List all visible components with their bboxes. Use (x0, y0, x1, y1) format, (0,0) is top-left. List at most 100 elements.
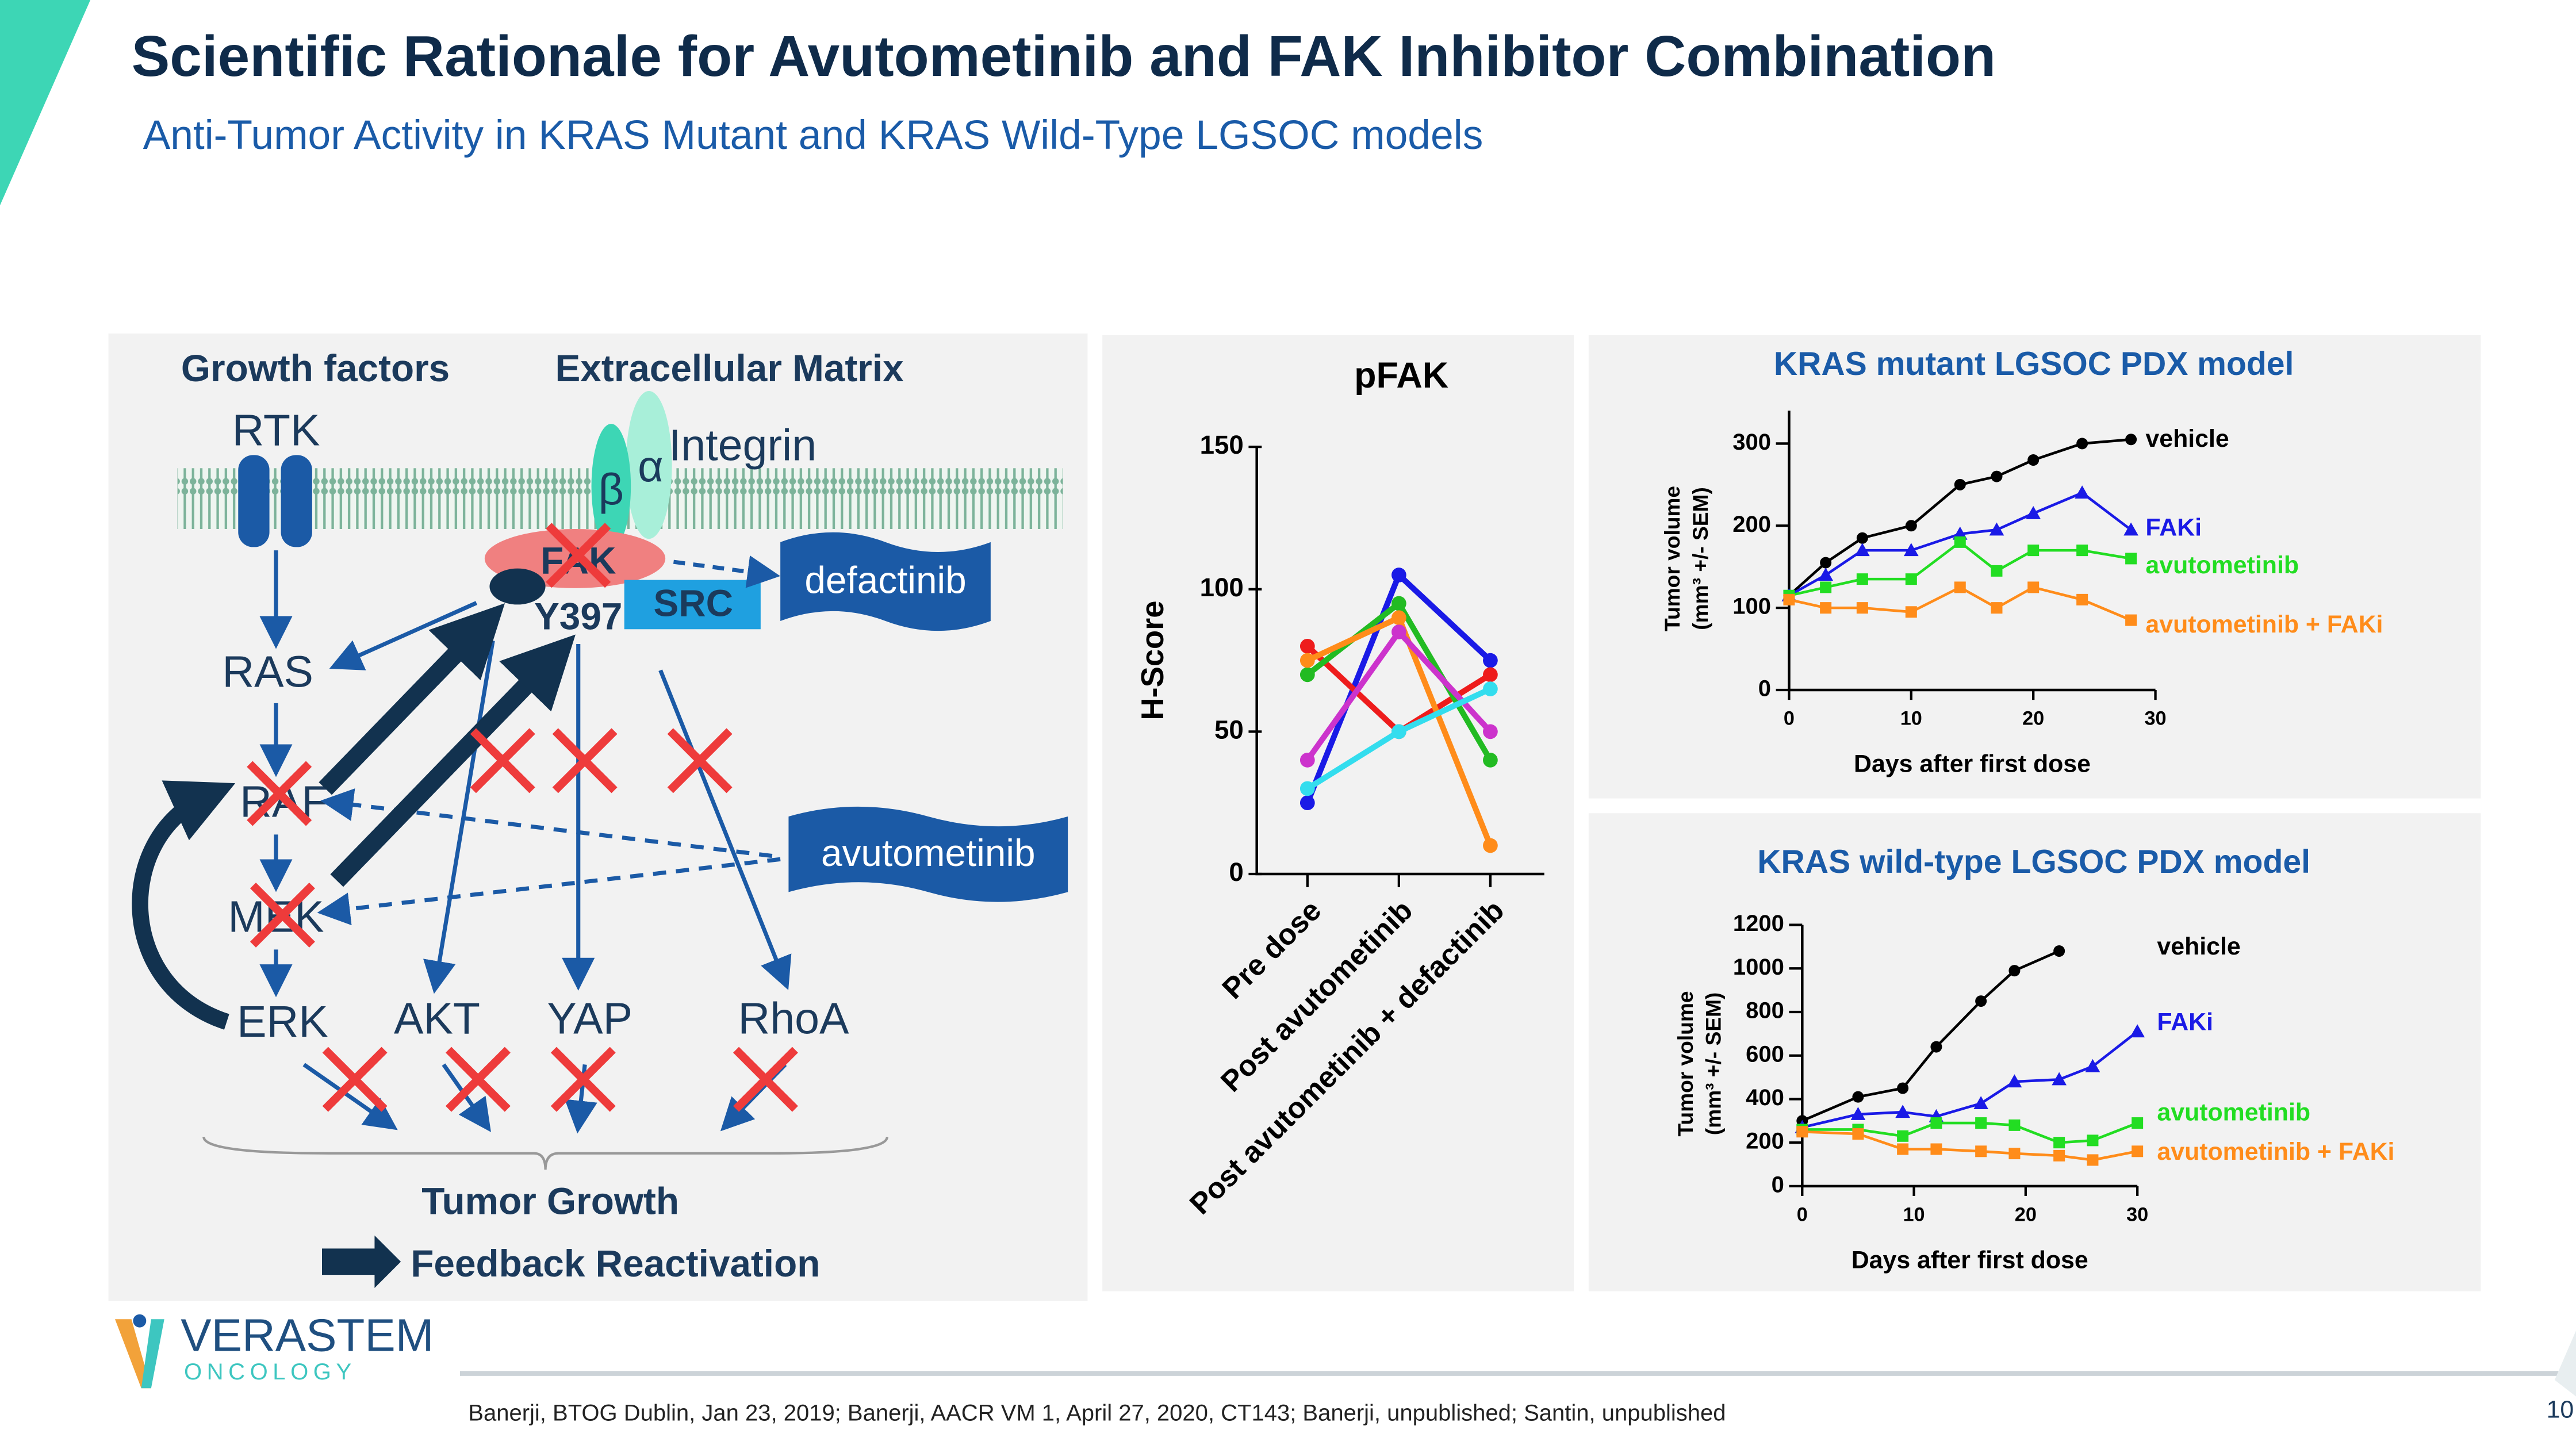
point (2085, 1059, 2100, 1072)
point (2027, 454, 2040, 466)
point (1991, 470, 2003, 482)
label: α (638, 442, 664, 492)
point (1852, 1091, 1864, 1103)
integrin-beta (591, 424, 631, 549)
point (1300, 795, 1315, 811)
point (1973, 1096, 1989, 1110)
point (1483, 724, 1498, 739)
y-tick-label: 150 (1200, 430, 1244, 459)
y-tick-label: 200 (1732, 512, 1771, 537)
point (2008, 1148, 2021, 1160)
point (1954, 581, 1966, 593)
shape (317, 857, 781, 926)
y-tick-label: 400 (1746, 1085, 1784, 1110)
point (1300, 653, 1315, 668)
corner-accent (2554, 1331, 2576, 1397)
logo-sub: ONCOLOGY (184, 1359, 356, 1385)
point (2008, 965, 2021, 977)
series-label: FAKi (2145, 513, 2202, 541)
point (1820, 602, 1832, 614)
label: defactinib (804, 559, 966, 601)
y-tick-label: 800 (1746, 998, 1784, 1023)
shape (141, 1319, 164, 1389)
x-axis-label: Days after first dose (1851, 1247, 2088, 1274)
point (2053, 1137, 2065, 1149)
point (1796, 1126, 1808, 1138)
shape (658, 669, 792, 990)
shape (673, 555, 781, 588)
point (1903, 543, 1919, 557)
point (1905, 606, 1917, 618)
point (2087, 1134, 2099, 1147)
x-tick-label: 0 (1784, 707, 1795, 729)
y-tick-label: 50 (1214, 715, 1244, 744)
label: RhoA (738, 994, 849, 1044)
shape (133, 1314, 147, 1328)
src (624, 580, 761, 630)
point (1975, 1145, 1987, 1157)
point (1300, 781, 1315, 796)
y-axis-label: (mm³ +/- SEM) (1701, 992, 1726, 1136)
point (1930, 1117, 1942, 1129)
arrows (132, 550, 888, 1170)
point (1897, 1130, 1909, 1142)
label: Y397 (534, 596, 622, 638)
logo: VERASTEM ONCOLOGY (115, 1310, 434, 1389)
x-tick-label: 10 (1903, 1203, 1925, 1225)
point (1300, 667, 1315, 683)
point (1905, 520, 1917, 532)
chart-title: pFAK (1354, 355, 1448, 396)
point (1989, 522, 2004, 536)
label: Tumor Growth (421, 1180, 679, 1222)
y-tick-label: 100 (1200, 573, 1244, 602)
point (1930, 1041, 1942, 1053)
drug-banner (780, 532, 991, 631)
point (1783, 593, 1795, 605)
label: ERK (237, 997, 328, 1046)
point (1895, 1105, 1910, 1118)
point (2007, 1074, 2022, 1088)
label: Integrin (669, 420, 816, 470)
label: SRC (653, 582, 733, 624)
x-tick-label: 10 (1900, 707, 1922, 729)
legend-arrow (322, 1235, 401, 1288)
point (1897, 1082, 1909, 1094)
series-label: vehicle (2157, 933, 2240, 960)
point (2087, 1154, 2099, 1166)
chart-title: KRAS mutant LGSOC PDX model (1774, 346, 2294, 382)
point (1300, 638, 1315, 654)
point (2123, 522, 2138, 536)
label: YAP (547, 994, 632, 1044)
integrin-alpha (626, 391, 672, 539)
citation: Banerji, BTOG Dublin, Jan 23, 2019; Bane… (468, 1401, 1726, 1426)
point (1975, 1117, 1987, 1129)
point (1483, 681, 1498, 696)
y-tick-label: 0 (1772, 1172, 1784, 1197)
title: Scientific Rationale for Avutometinib an… (132, 24, 1996, 89)
point (1991, 602, 2003, 614)
chart-title: KRAS wild-type LGSOC PDX model (1757, 844, 2310, 880)
point (2125, 614, 2137, 626)
point (1855, 543, 1870, 557)
x-tick-label: 30 (2126, 1203, 2148, 1225)
x-tick-label: 20 (2022, 707, 2044, 729)
shape (202, 1136, 888, 1170)
label: β (599, 465, 624, 515)
point (2076, 545, 2088, 557)
point (2053, 1149, 2065, 1162)
point (1905, 573, 1917, 585)
rtk (281, 455, 312, 547)
point (2026, 506, 2041, 519)
y-axis-label: Tumor volume (1673, 991, 1697, 1136)
shape (330, 634, 576, 887)
point (2132, 1145, 2144, 1157)
label: RAS (222, 647, 313, 697)
point (2125, 434, 2137, 446)
label: Feedback Reactivation (411, 1243, 820, 1285)
point (2008, 1119, 2021, 1131)
point (1300, 753, 1315, 768)
point (1850, 1107, 1866, 1120)
y-axis-label: (mm³ +/- SEM) (1688, 487, 1712, 630)
point (1975, 995, 1987, 1007)
y-axis-label: Tumor volume (1660, 486, 1684, 631)
